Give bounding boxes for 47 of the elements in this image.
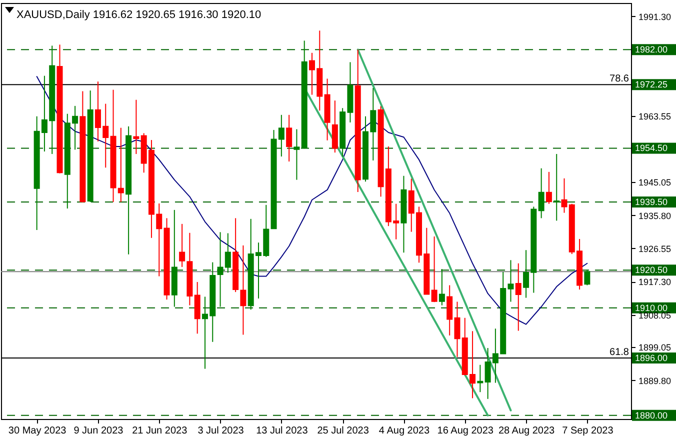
x-tick-label: 4 Aug 2023	[378, 426, 430, 436]
candlestick	[286, 114, 292, 162]
x-tick-label: 7 Sep 2023	[562, 426, 614, 436]
candlestick	[546, 171, 552, 204]
x-tick-label: 25 Jul 2023	[317, 426, 370, 436]
candlestick	[294, 128, 300, 180]
candlestick	[118, 127, 124, 203]
candlestick	[240, 244, 246, 336]
candlestick	[194, 282, 200, 334]
text: XAUUSD,Daily 1916.62 1920.65 1916.30 1920.10	[16, 9, 262, 21]
y-tick-label: 1889.80	[638, 376, 672, 386]
ref-line-label: 1920.50	[635, 265, 668, 276]
x-tick-label: 28 Aug 2023	[498, 426, 556, 436]
ref-line-label: 1982.00	[635, 44, 668, 55]
y-tick-label: 1945.05	[638, 178, 672, 188]
x-tick-label: 16 Aug 2023	[437, 426, 494, 436]
x-tick-label: 21 Jun 2023	[132, 426, 188, 436]
ref-line-label: 1939.50	[635, 197, 668, 208]
ref-line-label: 1954.50	[635, 143, 668, 154]
candlestick	[438, 268, 445, 306]
line-series	[36, 76, 588, 325]
candlestick	[561, 178, 568, 214]
y-tick-label: 1963.55	[638, 111, 672, 122]
candlestick	[538, 168, 544, 219]
annotation: 61.8	[610, 347, 630, 358]
x-tick-label: 3 Jul 2023	[198, 426, 244, 436]
x-tick-label: 13 Jul 2023	[256, 426, 308, 436]
y-tick-label: 1899.05	[638, 342, 672, 353]
candlestick	[554, 153, 560, 222]
ref-line-label: 1910.00	[635, 302, 668, 313]
ref-line-label: 1972.25	[635, 80, 668, 90]
candlestick	[477, 364, 484, 393]
candlestick	[431, 236, 438, 303]
candlestick	[515, 262, 522, 332]
y-tick-label: 1917.30	[638, 277, 672, 288]
y-tick-label: 1926.55	[638, 244, 672, 254]
ref-line-label: 1880.00	[635, 410, 668, 420]
y-tick-label: 1908.05	[638, 310, 672, 320]
candlestick	[584, 269, 590, 286]
y-tick-label: 1991.30	[638, 12, 672, 22]
x-tick-label: 9 Jun 2023	[74, 426, 124, 436]
x-tick-label: 30 May 2023	[8, 426, 67, 436]
candlestick	[133, 99, 140, 154]
annotation: 78.6	[610, 74, 630, 85]
ref-line-label: 1896.00	[635, 353, 668, 364]
y-tick-label: 1935.80	[638, 210, 672, 221]
candlestick	[332, 100, 338, 154]
